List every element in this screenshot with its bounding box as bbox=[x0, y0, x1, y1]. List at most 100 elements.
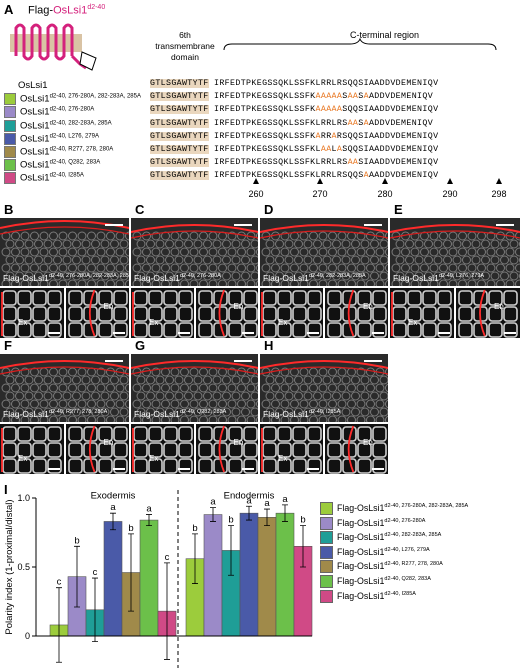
residue: S bbox=[294, 118, 300, 128]
scale-bar bbox=[372, 332, 384, 334]
scale-bar bbox=[113, 468, 125, 470]
residue: Q bbox=[278, 92, 284, 102]
residue: N bbox=[417, 145, 423, 154]
residue: E bbox=[256, 79, 263, 88]
residue: D bbox=[395, 79, 401, 88]
construct-caption: Flag-OsLsi1d2-40, 276-280A, 282-283A, 28… bbox=[3, 273, 129, 283]
residue: Q bbox=[278, 145, 284, 154]
residue: Q bbox=[427, 131, 434, 141]
residue: P bbox=[246, 105, 252, 115]
construct-caption: Flag-OsLsi1d2-40, I285A bbox=[263, 409, 340, 419]
residue: G bbox=[262, 171, 268, 181]
scale-bar bbox=[242, 332, 254, 334]
error-bar bbox=[282, 504, 288, 522]
residue: L bbox=[288, 145, 295, 154]
residue: Q bbox=[422, 118, 428, 128]
residue: F bbox=[224, 118, 230, 128]
residue: M bbox=[401, 118, 407, 128]
residue: E bbox=[395, 92, 401, 102]
residue: V bbox=[390, 131, 396, 141]
residue: K bbox=[283, 158, 289, 168]
residue: L bbox=[331, 79, 337, 88]
endodermis-inset: En bbox=[65, 424, 129, 474]
residue: D bbox=[379, 105, 385, 115]
group-label: Exodermis bbox=[91, 490, 136, 501]
cell-pattern bbox=[131, 360, 258, 422]
chart-legend-sup: d2-40, 276-280A, 282-283A, 285A bbox=[384, 502, 469, 509]
residue: I bbox=[213, 79, 220, 88]
residue: S bbox=[267, 92, 273, 102]
residue: E bbox=[401, 145, 407, 154]
panel-label-e: E bbox=[394, 202, 403, 217]
residue: P bbox=[246, 79, 252, 88]
residue: D bbox=[235, 158, 241, 168]
cell-pattern bbox=[260, 224, 388, 286]
chart-legend-name: Flag-OsLsi1 bbox=[337, 561, 385, 572]
residue: A bbox=[326, 145, 332, 154]
chart-legend-name: Flag-OsLsi1 bbox=[337, 517, 385, 528]
residue: S bbox=[342, 145, 348, 154]
legend-swatch bbox=[4, 106, 16, 119]
residue: D bbox=[374, 118, 380, 128]
cell-pattern bbox=[260, 360, 388, 422]
significance-letter: c bbox=[57, 577, 62, 588]
residue: R bbox=[326, 118, 332, 128]
legend-name: OsLsi1 bbox=[20, 172, 50, 184]
scale-bar bbox=[364, 224, 382, 226]
error-bar bbox=[264, 508, 270, 526]
residue: D bbox=[395, 131, 401, 141]
significance-letter: a bbox=[110, 502, 116, 513]
residue: I bbox=[422, 158, 428, 168]
residue: L bbox=[315, 171, 321, 181]
residue: E bbox=[256, 171, 263, 181]
legend-row: OsLsi1d2-40, 282-283A, 285A bbox=[4, 119, 112, 132]
residue: T bbox=[240, 131, 247, 141]
residue: A bbox=[352, 158, 359, 168]
residue: A bbox=[347, 158, 353, 168]
error-bar bbox=[56, 587, 62, 663]
residue: M bbox=[401, 92, 407, 102]
residue: S bbox=[294, 171, 300, 181]
residue: M bbox=[406, 131, 412, 141]
inset-cells bbox=[132, 426, 193, 474]
residue: D bbox=[384, 105, 391, 115]
residue: I bbox=[363, 158, 369, 168]
legend-sup: d2-40, R277, 278, 280A bbox=[49, 146, 114, 153]
residue: T bbox=[240, 79, 247, 88]
construct-caption: Flag-OsLsi1d2-40, L276, 279A bbox=[393, 273, 484, 283]
legend-sup: d2-40, I285A bbox=[49, 172, 84, 179]
residue: S bbox=[342, 105, 348, 115]
residue: S bbox=[358, 118, 364, 128]
residue: A bbox=[347, 92, 353, 102]
residue: V bbox=[427, 118, 434, 128]
legend-name: OsLsi1 bbox=[20, 93, 50, 105]
residue: A bbox=[374, 79, 380, 88]
panel-label-a: A bbox=[4, 2, 14, 17]
residue: E bbox=[411, 145, 418, 154]
residue: S bbox=[267, 131, 273, 141]
residue: S bbox=[342, 171, 348, 181]
residue: Q bbox=[347, 105, 353, 115]
residue: R bbox=[326, 171, 332, 181]
residue: Q bbox=[352, 145, 359, 154]
residue: A bbox=[352, 118, 359, 128]
residue: P bbox=[246, 145, 252, 154]
ex-label: Ex bbox=[18, 454, 28, 463]
residue: D bbox=[395, 105, 401, 115]
residue: G bbox=[262, 131, 268, 141]
residue: R bbox=[219, 171, 225, 181]
residue: T bbox=[240, 145, 247, 154]
residue: D bbox=[384, 171, 391, 181]
residue: T bbox=[240, 171, 247, 181]
residue: D bbox=[235, 171, 241, 181]
error-bar bbox=[74, 545, 80, 608]
chart-legend-swatch bbox=[320, 516, 333, 530]
en-label: En bbox=[363, 438, 373, 447]
residue: R bbox=[336, 171, 343, 181]
significance-letter: b bbox=[74, 535, 79, 546]
scale-bar bbox=[177, 468, 190, 470]
bar bbox=[203, 514, 223, 637]
tm-segment: GTLSGAWTYTF bbox=[150, 118, 209, 128]
residue: E bbox=[256, 92, 263, 102]
residue: K bbox=[310, 171, 316, 181]
